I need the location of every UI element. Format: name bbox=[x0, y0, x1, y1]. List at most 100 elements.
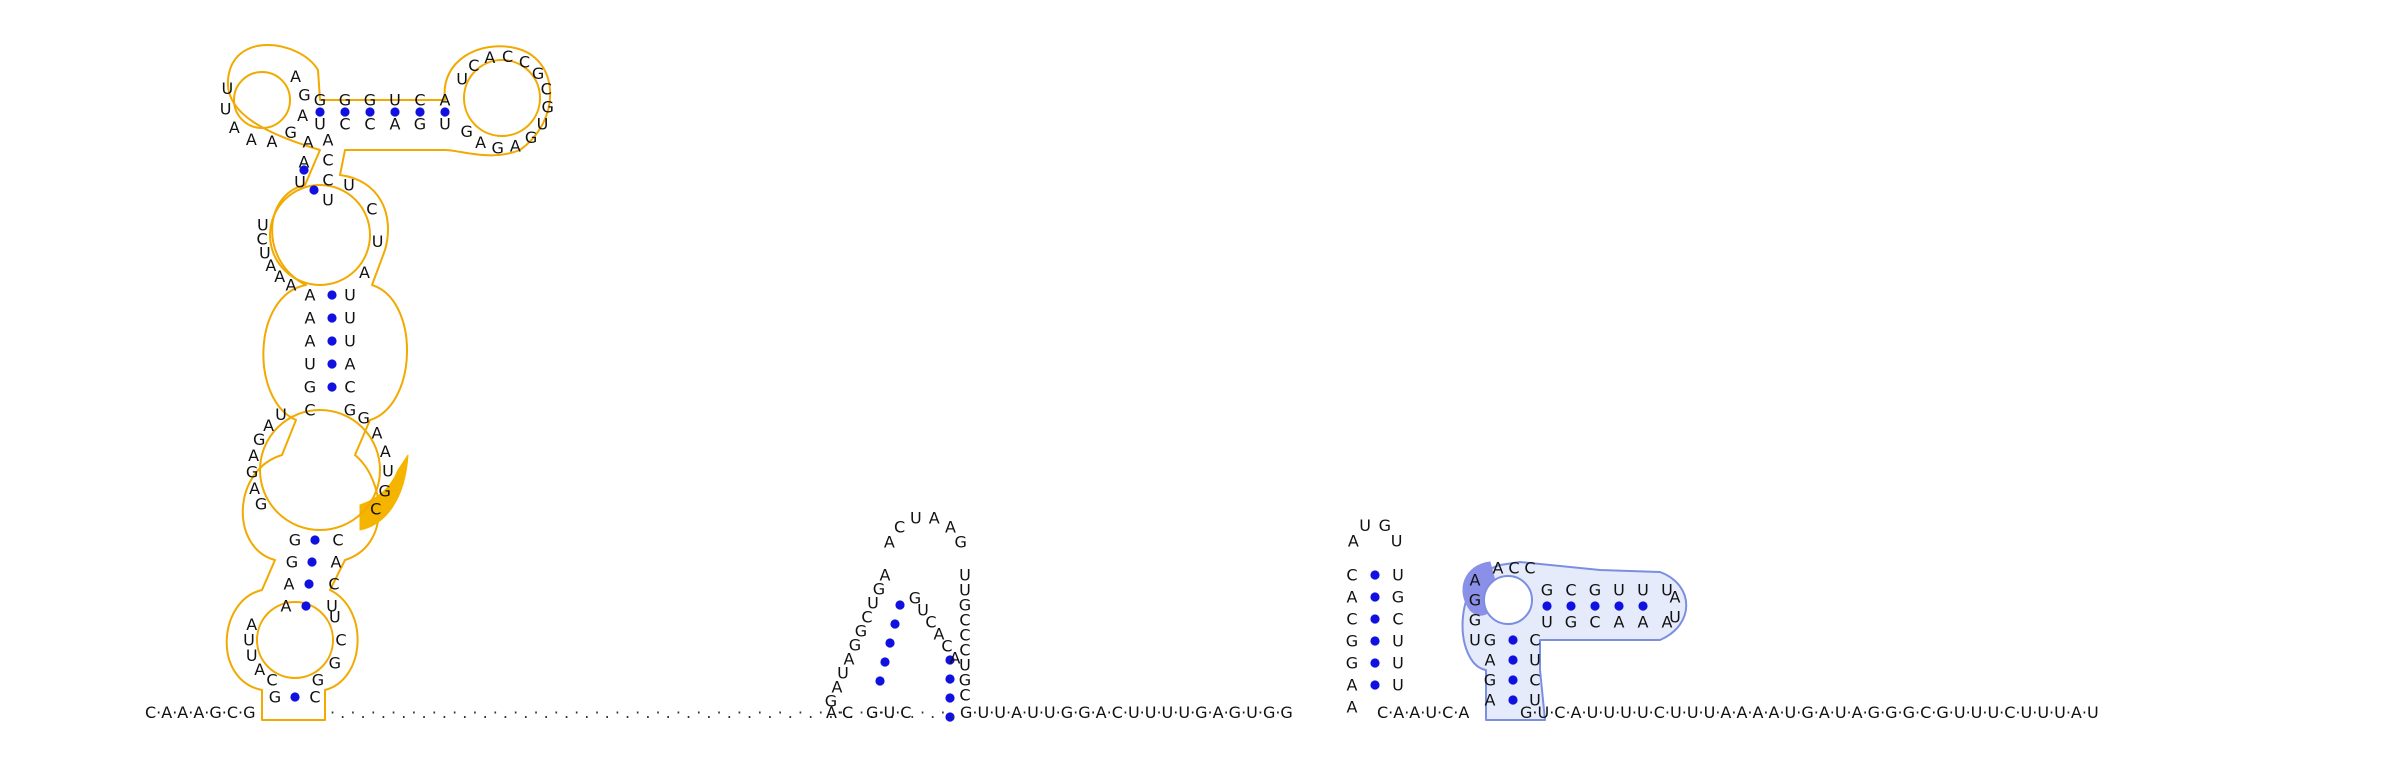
orange-top-stem-upper-nt: U bbox=[389, 91, 401, 110]
orange-low-stem-left-nt: A bbox=[281, 597, 292, 616]
hairpin-a-loop-nt: C bbox=[894, 517, 905, 536]
blue-hairpin-tip-nt: U bbox=[1669, 608, 1681, 627]
base-pair-dot bbox=[1614, 601, 1623, 610]
orange-base-pair-nt: C bbox=[309, 688, 320, 707]
orange-top-stem-upper-nt: G bbox=[314, 91, 326, 110]
orange-top-stem-upper-nt: G bbox=[364, 91, 376, 110]
hairpin-a-loop-nt: U bbox=[910, 509, 922, 528]
hairpin-b-stem-left-nt: C bbox=[1346, 610, 1357, 629]
orange-top-right-loop-nt: A bbox=[510, 137, 521, 156]
orange-mid-stem-left-nt: G bbox=[304, 378, 316, 397]
orange-base-loop-right-nt: C bbox=[335, 631, 346, 650]
hairpin-b-stem-right-nt: U bbox=[1392, 632, 1404, 651]
orange-low-stem-right-nt: C bbox=[328, 575, 339, 594]
blue-loop-hole bbox=[1484, 576, 1532, 624]
blue-stem-lower-nt: A bbox=[1614, 613, 1625, 632]
blue-hairpin-tip-nt: A bbox=[1670, 588, 1681, 607]
base-pair-dot bbox=[1638, 601, 1647, 610]
orange-base-loop-left-nt: A bbox=[254, 660, 265, 679]
blue-vertical-left-nt: A bbox=[1485, 691, 1496, 710]
orange-top-stem-lower-nt: A bbox=[390, 115, 401, 134]
blue-loop-left-nt: U bbox=[1469, 631, 1481, 650]
blue-stem-lower-nt: A bbox=[1638, 613, 1649, 632]
base-pair-dot bbox=[945, 674, 954, 683]
blue-loop-left-nt: A bbox=[1470, 571, 1481, 590]
hairpin-b-loop-nt: A bbox=[1348, 532, 1359, 551]
orange-mid-stem-left-nt: A bbox=[305, 286, 316, 305]
blue-loop-left-nt: G bbox=[1469, 611, 1481, 630]
orange-upper-loop-right-nt: U bbox=[343, 175, 355, 194]
hairpin-b-stem-left-nt: A bbox=[1347, 676, 1358, 695]
orange-top-left-loop-nt: A bbox=[266, 132, 277, 151]
orange-low-stem-left-nt: A bbox=[284, 575, 295, 594]
orange-neck-right-nt: C bbox=[322, 151, 333, 170]
hairpin-a-loop-nt: G bbox=[955, 533, 967, 552]
blue-loop-top-nt: C bbox=[1524, 559, 1535, 578]
orange-top-stem-upper-nt: G bbox=[339, 91, 351, 110]
orange-lower-loop-right-nt: A bbox=[380, 442, 391, 461]
orange-lower-loop-right-nt: A bbox=[372, 423, 383, 442]
hairpin-b-stem-right-nt: U bbox=[1392, 566, 1404, 585]
orange-lower-loop-right-nt: U bbox=[382, 462, 394, 481]
orange-mid-stem-right-nt: A bbox=[345, 355, 356, 374]
base-pair-dot bbox=[1370, 658, 1379, 667]
hairpin-b-stem-left-nt: C bbox=[1346, 566, 1357, 585]
backbone-mid-sequence-a: A·C bbox=[826, 703, 853, 722]
orange-top-left-loop-nt: A bbox=[229, 118, 240, 137]
orange-top-right-loop-nt: U bbox=[456, 70, 468, 89]
orange-upper-loop-left-nt: A bbox=[274, 267, 285, 286]
base-pair-dot bbox=[1508, 655, 1517, 664]
orange-top-stem-lower-nt: C bbox=[339, 115, 350, 134]
orange-base-loop-hole bbox=[257, 602, 333, 678]
orange-top-left-loop-nt: G bbox=[298, 86, 310, 105]
base-pair-dot bbox=[327, 336, 336, 345]
blue-vertical-right-nt: C bbox=[1529, 631, 1540, 650]
hairpin-b-loop-nt: U bbox=[1391, 532, 1403, 551]
base-pair-dot bbox=[1508, 695, 1517, 704]
base-pair-dot bbox=[885, 638, 894, 647]
orange-top-left-loop-hole bbox=[234, 72, 290, 128]
orange-top-stem-upper-nt: A bbox=[440, 91, 451, 110]
blue-stem-lower-nt: C bbox=[1589, 613, 1600, 632]
orange-mid-stem-right-nt: U bbox=[344, 286, 356, 305]
orange-top-right-loop-nt: C bbox=[541, 80, 552, 99]
orange-top-right-loop-nt: G bbox=[491, 138, 503, 157]
orange-lower-loop-hole bbox=[260, 410, 380, 530]
hairpin-b-stem-left-nt: A bbox=[1347, 588, 1358, 607]
backbone-gap-dots: · . · . · . · . · . · . · . · . · . · . … bbox=[330, 703, 956, 722]
orange-base-loop-left-nt: C bbox=[266, 670, 277, 689]
base-pair-dot bbox=[1370, 592, 1379, 601]
hairpin-b-stem-left-nt: G bbox=[1346, 654, 1358, 673]
orange-top-right-loop-nt: G bbox=[461, 122, 473, 141]
hairpin-b-stem-right-nt: C bbox=[1392, 610, 1403, 629]
backbone-mid-sequence-d: C·A·A·U·C·A bbox=[1377, 703, 1469, 722]
orange-low-stem-left-nt: G bbox=[289, 531, 301, 550]
base-pair-dot bbox=[1508, 635, 1517, 644]
hairpin-a-inner-nt: A bbox=[950, 649, 961, 668]
orange-mid-stem-right-nt: C bbox=[344, 378, 355, 397]
hairpin-b-loop-nt: G bbox=[1379, 516, 1391, 535]
orange-lower-loop-left-nt: G bbox=[255, 495, 267, 514]
orange-top-right-loop-nt: U bbox=[537, 114, 549, 133]
orange-lower-loop-right-nt: C bbox=[370, 500, 381, 519]
orange-base-loop-right-nt: G bbox=[329, 654, 341, 673]
backbone-right-sequence: G·U·C·A·U·U·U·U·C·U·U·U·A·A·A·A·U·G·A·U·… bbox=[1520, 703, 2099, 722]
blue-stem-lower-nt: G bbox=[1565, 613, 1577, 632]
orange-mid-stem-right-nt: G bbox=[344, 401, 356, 420]
hairpin-a-loop-nt: A bbox=[929, 509, 940, 528]
base-pair-dot bbox=[290, 692, 299, 701]
base-pair-dot bbox=[327, 359, 336, 368]
orange-upper-loop-left-nt: A bbox=[286, 276, 297, 295]
orange-neck-left-nt: A bbox=[299, 153, 310, 172]
orange-top-right-loop-nt: A bbox=[484, 48, 495, 67]
blue-loop-left-nt: G bbox=[1469, 591, 1481, 610]
orange-top-stem-upper-nt: C bbox=[414, 91, 425, 110]
base-pair-dot bbox=[895, 600, 904, 609]
base-pair-dot bbox=[1508, 675, 1517, 684]
orange-upper-loop-right-nt: A bbox=[359, 263, 370, 282]
backbone-mid-sequence-c: G·U·U·A·U·U·G·G·A·C·U·U·U·U·G·A·G·U·G·G bbox=[960, 703, 1293, 722]
orange-lower-loop-right-nt: G bbox=[358, 408, 370, 427]
orange-mid-stem-left-nt: U bbox=[304, 355, 316, 374]
blue-stem-upper-nt: G bbox=[1541, 581, 1553, 600]
